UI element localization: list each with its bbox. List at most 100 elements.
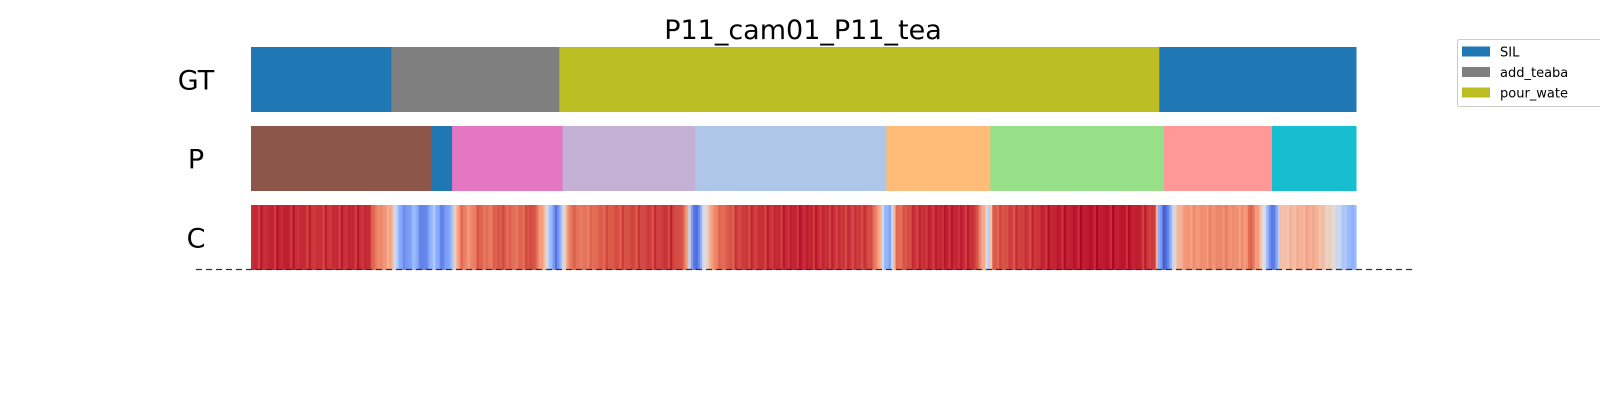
confidence-strip [1155, 205, 1159, 270]
confidence-strip [617, 205, 620, 270]
confidence-strip [773, 205, 777, 270]
segment-bar [1272, 126, 1357, 191]
confidence-strip [621, 205, 625, 270]
confidence-strip [683, 205, 687, 270]
confidence-strip [1344, 205, 1348, 270]
confidence-strip [442, 205, 445, 270]
confidence-strip [1174, 205, 1178, 270]
confidence-strip [320, 205, 323, 270]
confidence-strip [333, 205, 337, 270]
confidence-strip [412, 205, 416, 270]
confidence-strip [384, 205, 388, 270]
segment-bar [251, 47, 392, 112]
confidence-strip [858, 205, 862, 270]
confidence-strip [568, 205, 572, 270]
confidence-strip [874, 205, 878, 270]
confidence-strip [1243, 205, 1247, 270]
confidence-strip [702, 205, 706, 270]
confidence-strip [379, 205, 383, 270]
confidence-strip [819, 205, 823, 270]
confidence-strip [1319, 205, 1323, 270]
confidence-strip [1091, 205, 1095, 270]
confidence-strip [930, 205, 934, 270]
confidence-strip [842, 205, 846, 270]
confidence-strip [888, 205, 892, 270]
confidence-strip [973, 205, 977, 270]
confidence-strip [808, 205, 812, 270]
confidence-strip [518, 205, 521, 270]
confidence-strip [508, 205, 512, 270]
confidence-strip [570, 205, 574, 270]
confidence-strip [584, 205, 588, 270]
confidence-strip [727, 205, 731, 270]
confidence-strip [409, 205, 413, 270]
confidence-strip [697, 205, 701, 270]
confidence-strip [1187, 205, 1191, 270]
confidence-strip [1042, 205, 1046, 270]
confidence-strip [867, 205, 871, 270]
confidence-strip [315, 205, 319, 270]
legend: SIL add_teaba pour_wate [1457, 39, 1600, 107]
legend-label: SIL [1500, 46, 1520, 61]
confidence-strip [580, 205, 584, 270]
confidence-strip [674, 205, 678, 270]
chart-title: P11_cam01_P11_tea [664, 15, 942, 46]
confidence-strip [1162, 205, 1166, 270]
confidence-strip [368, 205, 372, 270]
confidence-strip [805, 205, 809, 270]
confidence-strip [835, 205, 839, 270]
confidence-strip [1257, 205, 1260, 270]
confidence-strip [1052, 205, 1056, 270]
confidence-strip [501, 205, 505, 270]
confidence-strip [1314, 205, 1318, 270]
confidence-strip [667, 205, 671, 270]
confidence-strip [1270, 205, 1274, 270]
confidence-strip [1072, 205, 1076, 270]
row-label: P [188, 145, 204, 176]
confidence-strip [757, 205, 761, 270]
confidence-strip [1305, 205, 1309, 270]
confidence-strip [1277, 205, 1281, 270]
confidence-strip [299, 205, 303, 270]
confidence-strip [607, 205, 611, 270]
confidence-strip [566, 205, 570, 270]
confidence-strip [1031, 205, 1035, 270]
confidence-strip [704, 205, 708, 270]
confidence-strip [1217, 205, 1221, 270]
confidence-strip [1224, 205, 1228, 270]
confidence-strip [771, 205, 775, 270]
confidence-strip [446, 205, 450, 270]
confidence-strip [854, 205, 858, 270]
confidence-strip [448, 205, 452, 270]
confidence-strip [564, 205, 567, 270]
confidence-strip [1197, 205, 1201, 270]
confidence-strip [663, 205, 666, 270]
confidence-strip [1293, 205, 1297, 270]
timeline-rows: GT P C [178, 47, 1357, 270]
confidence-strip [748, 205, 752, 270]
confidence-strip [511, 205, 515, 270]
confidence-strip [437, 205, 441, 270]
segment-bar [559, 47, 1160, 112]
confidence-strip [810, 205, 814, 270]
confidence-strip [803, 205, 807, 270]
confidence-strip [962, 205, 966, 270]
confidence-strip [366, 205, 370, 270]
confidence-strip [610, 205, 614, 270]
confidence-strip [1019, 205, 1023, 270]
confidence-strip [635, 205, 639, 270]
confidence-strip [453, 205, 457, 270]
confidence-strip [1192, 205, 1196, 270]
confidence-strip [1132, 205, 1136, 270]
confidence-strip [649, 205, 653, 270]
confidence-strip [976, 205, 980, 270]
confidence-strip [693, 205, 696, 270]
confidence-strip [1033, 205, 1037, 270]
confidence-strip [1095, 205, 1099, 270]
confidence-strip [833, 205, 837, 270]
confidence-strip [1330, 205, 1334, 270]
confidence-strip [791, 205, 795, 270]
confidence-strip [439, 205, 443, 270]
confidence-strip [474, 205, 478, 270]
confidence-strip [524, 205, 528, 270]
